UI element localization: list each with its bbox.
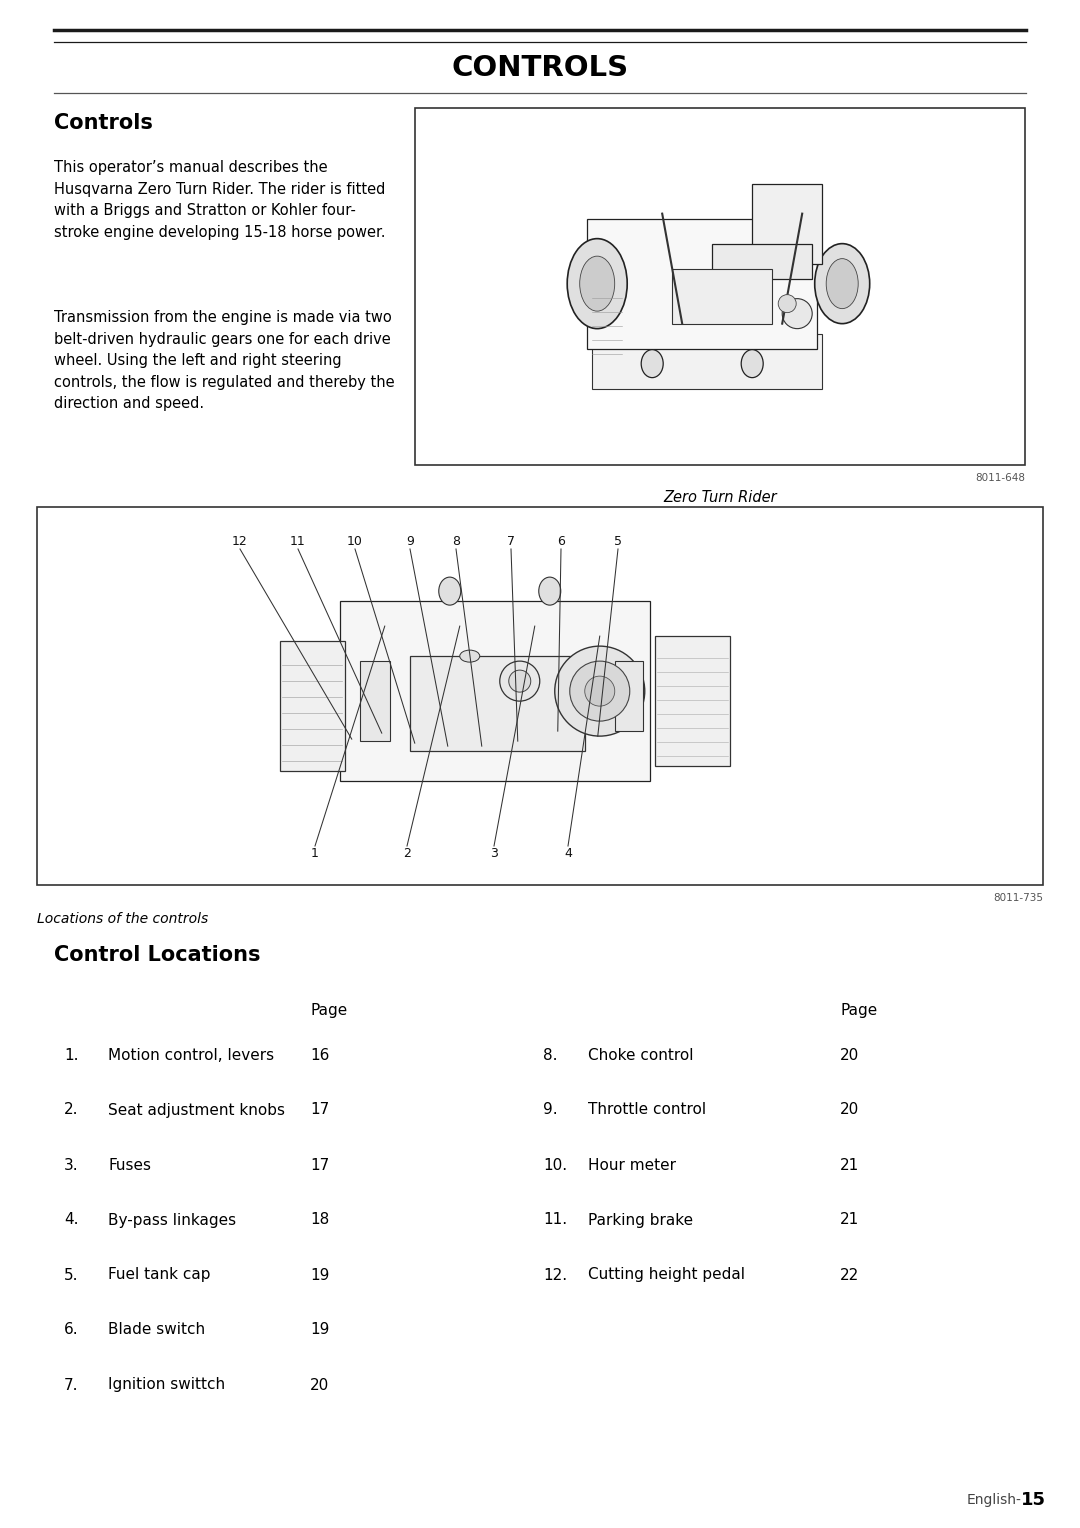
Text: Page: Page	[840, 1002, 877, 1018]
Text: 6: 6	[557, 535, 565, 549]
Bar	[672, 269, 772, 324]
Ellipse shape	[570, 662, 630, 721]
Ellipse shape	[782, 298, 812, 329]
Text: Motion control, levers: Motion control, levers	[108, 1048, 274, 1062]
Text: Parking brake: Parking brake	[588, 1213, 693, 1227]
Text: Blade switch: Blade switch	[108, 1323, 205, 1337]
Bar	[340, 601, 650, 781]
Text: 3: 3	[490, 847, 498, 860]
Text: 17: 17	[310, 1103, 329, 1117]
Text: Page: Page	[310, 1002, 348, 1018]
Text: Fuel tank cap: Fuel tank cap	[108, 1268, 211, 1282]
Text: 4.: 4.	[64, 1213, 79, 1227]
Ellipse shape	[741, 350, 764, 377]
Text: Controls: Controls	[54, 113, 153, 133]
Text: 22: 22	[840, 1268, 860, 1282]
Text: 6.: 6.	[64, 1323, 79, 1337]
Text: Locations of the controls: Locations of the controls	[37, 912, 208, 926]
Text: 8: 8	[453, 535, 460, 549]
Text: Choke control: Choke control	[588, 1048, 693, 1062]
Text: 5: 5	[615, 535, 622, 549]
Text: 4: 4	[564, 847, 572, 860]
Text: 9.: 9.	[543, 1103, 557, 1117]
Ellipse shape	[642, 350, 663, 377]
Text: 19: 19	[310, 1268, 329, 1282]
Bar	[712, 243, 812, 278]
Text: 10.: 10.	[543, 1158, 567, 1172]
Text: 7: 7	[507, 535, 515, 549]
Text: 16: 16	[310, 1048, 329, 1062]
Bar	[409, 656, 584, 752]
Text: 20: 20	[840, 1103, 860, 1117]
Bar	[415, 108, 1025, 465]
Ellipse shape	[567, 238, 627, 329]
Ellipse shape	[814, 243, 869, 324]
Text: 2: 2	[403, 847, 410, 860]
Ellipse shape	[509, 671, 530, 692]
Ellipse shape	[826, 258, 859, 309]
Text: 11.: 11.	[543, 1213, 567, 1227]
Ellipse shape	[438, 578, 461, 605]
Text: 20: 20	[840, 1048, 860, 1062]
Text: 15: 15	[1021, 1491, 1047, 1510]
Ellipse shape	[555, 646, 645, 736]
Text: CONTROLS: CONTROLS	[451, 53, 629, 83]
Text: 12.: 12.	[543, 1268, 567, 1282]
Text: 1: 1	[311, 847, 319, 860]
Text: 7.: 7.	[64, 1378, 79, 1392]
Ellipse shape	[580, 257, 615, 312]
Ellipse shape	[460, 649, 480, 662]
Text: 12: 12	[232, 535, 248, 549]
Bar	[592, 333, 822, 388]
Text: 8011-735: 8011-735	[993, 892, 1043, 903]
Bar	[615, 662, 643, 730]
Text: Transmission from the engine is made via two
belt-driven hydraulic gears one for: Transmission from the engine is made via…	[54, 310, 394, 411]
Text: This operator’s manual describes the
Husqvarna Zero Turn Rider. The rider is fit: This operator’s manual describes the Hus…	[54, 160, 386, 240]
Text: Zero Turn Rider: Zero Turn Rider	[663, 490, 777, 504]
Text: Control Locations: Control Locations	[54, 944, 260, 966]
Ellipse shape	[779, 295, 796, 313]
Text: Ignition swittch: Ignition swittch	[108, 1378, 225, 1392]
Text: 8011-648: 8011-648	[975, 474, 1025, 483]
Text: By-pass linkages: By-pass linkages	[108, 1213, 237, 1227]
Bar	[654, 636, 730, 766]
Text: English-: English-	[967, 1493, 1021, 1507]
Text: 17: 17	[310, 1158, 329, 1172]
Bar	[280, 642, 345, 772]
Text: 21: 21	[840, 1158, 860, 1172]
Text: 8.: 8.	[543, 1048, 557, 1062]
Text: 19: 19	[310, 1323, 329, 1337]
Text: 9: 9	[406, 535, 414, 549]
Text: Hour meter: Hour meter	[588, 1158, 676, 1172]
Ellipse shape	[500, 662, 540, 701]
Bar	[37, 507, 1043, 885]
Text: Seat adjustment knobs: Seat adjustment knobs	[108, 1103, 285, 1117]
Ellipse shape	[584, 675, 615, 706]
Text: 11: 11	[291, 535, 306, 549]
Text: 5.: 5.	[64, 1268, 79, 1282]
Text: 20: 20	[310, 1378, 329, 1392]
Text: 21: 21	[840, 1213, 860, 1227]
Ellipse shape	[539, 578, 561, 605]
Bar	[360, 662, 390, 741]
Text: Cutting height pedal: Cutting height pedal	[588, 1268, 745, 1282]
Text: 18: 18	[310, 1213, 329, 1227]
Text: 1.: 1.	[64, 1048, 79, 1062]
Text: 3.: 3.	[64, 1158, 79, 1172]
Text: 10: 10	[347, 535, 363, 549]
Text: Fuses: Fuses	[108, 1158, 151, 1172]
Bar	[752, 183, 822, 264]
Bar	[588, 219, 818, 348]
Text: 2.: 2.	[64, 1103, 79, 1117]
Text: Throttle control: Throttle control	[588, 1103, 706, 1117]
